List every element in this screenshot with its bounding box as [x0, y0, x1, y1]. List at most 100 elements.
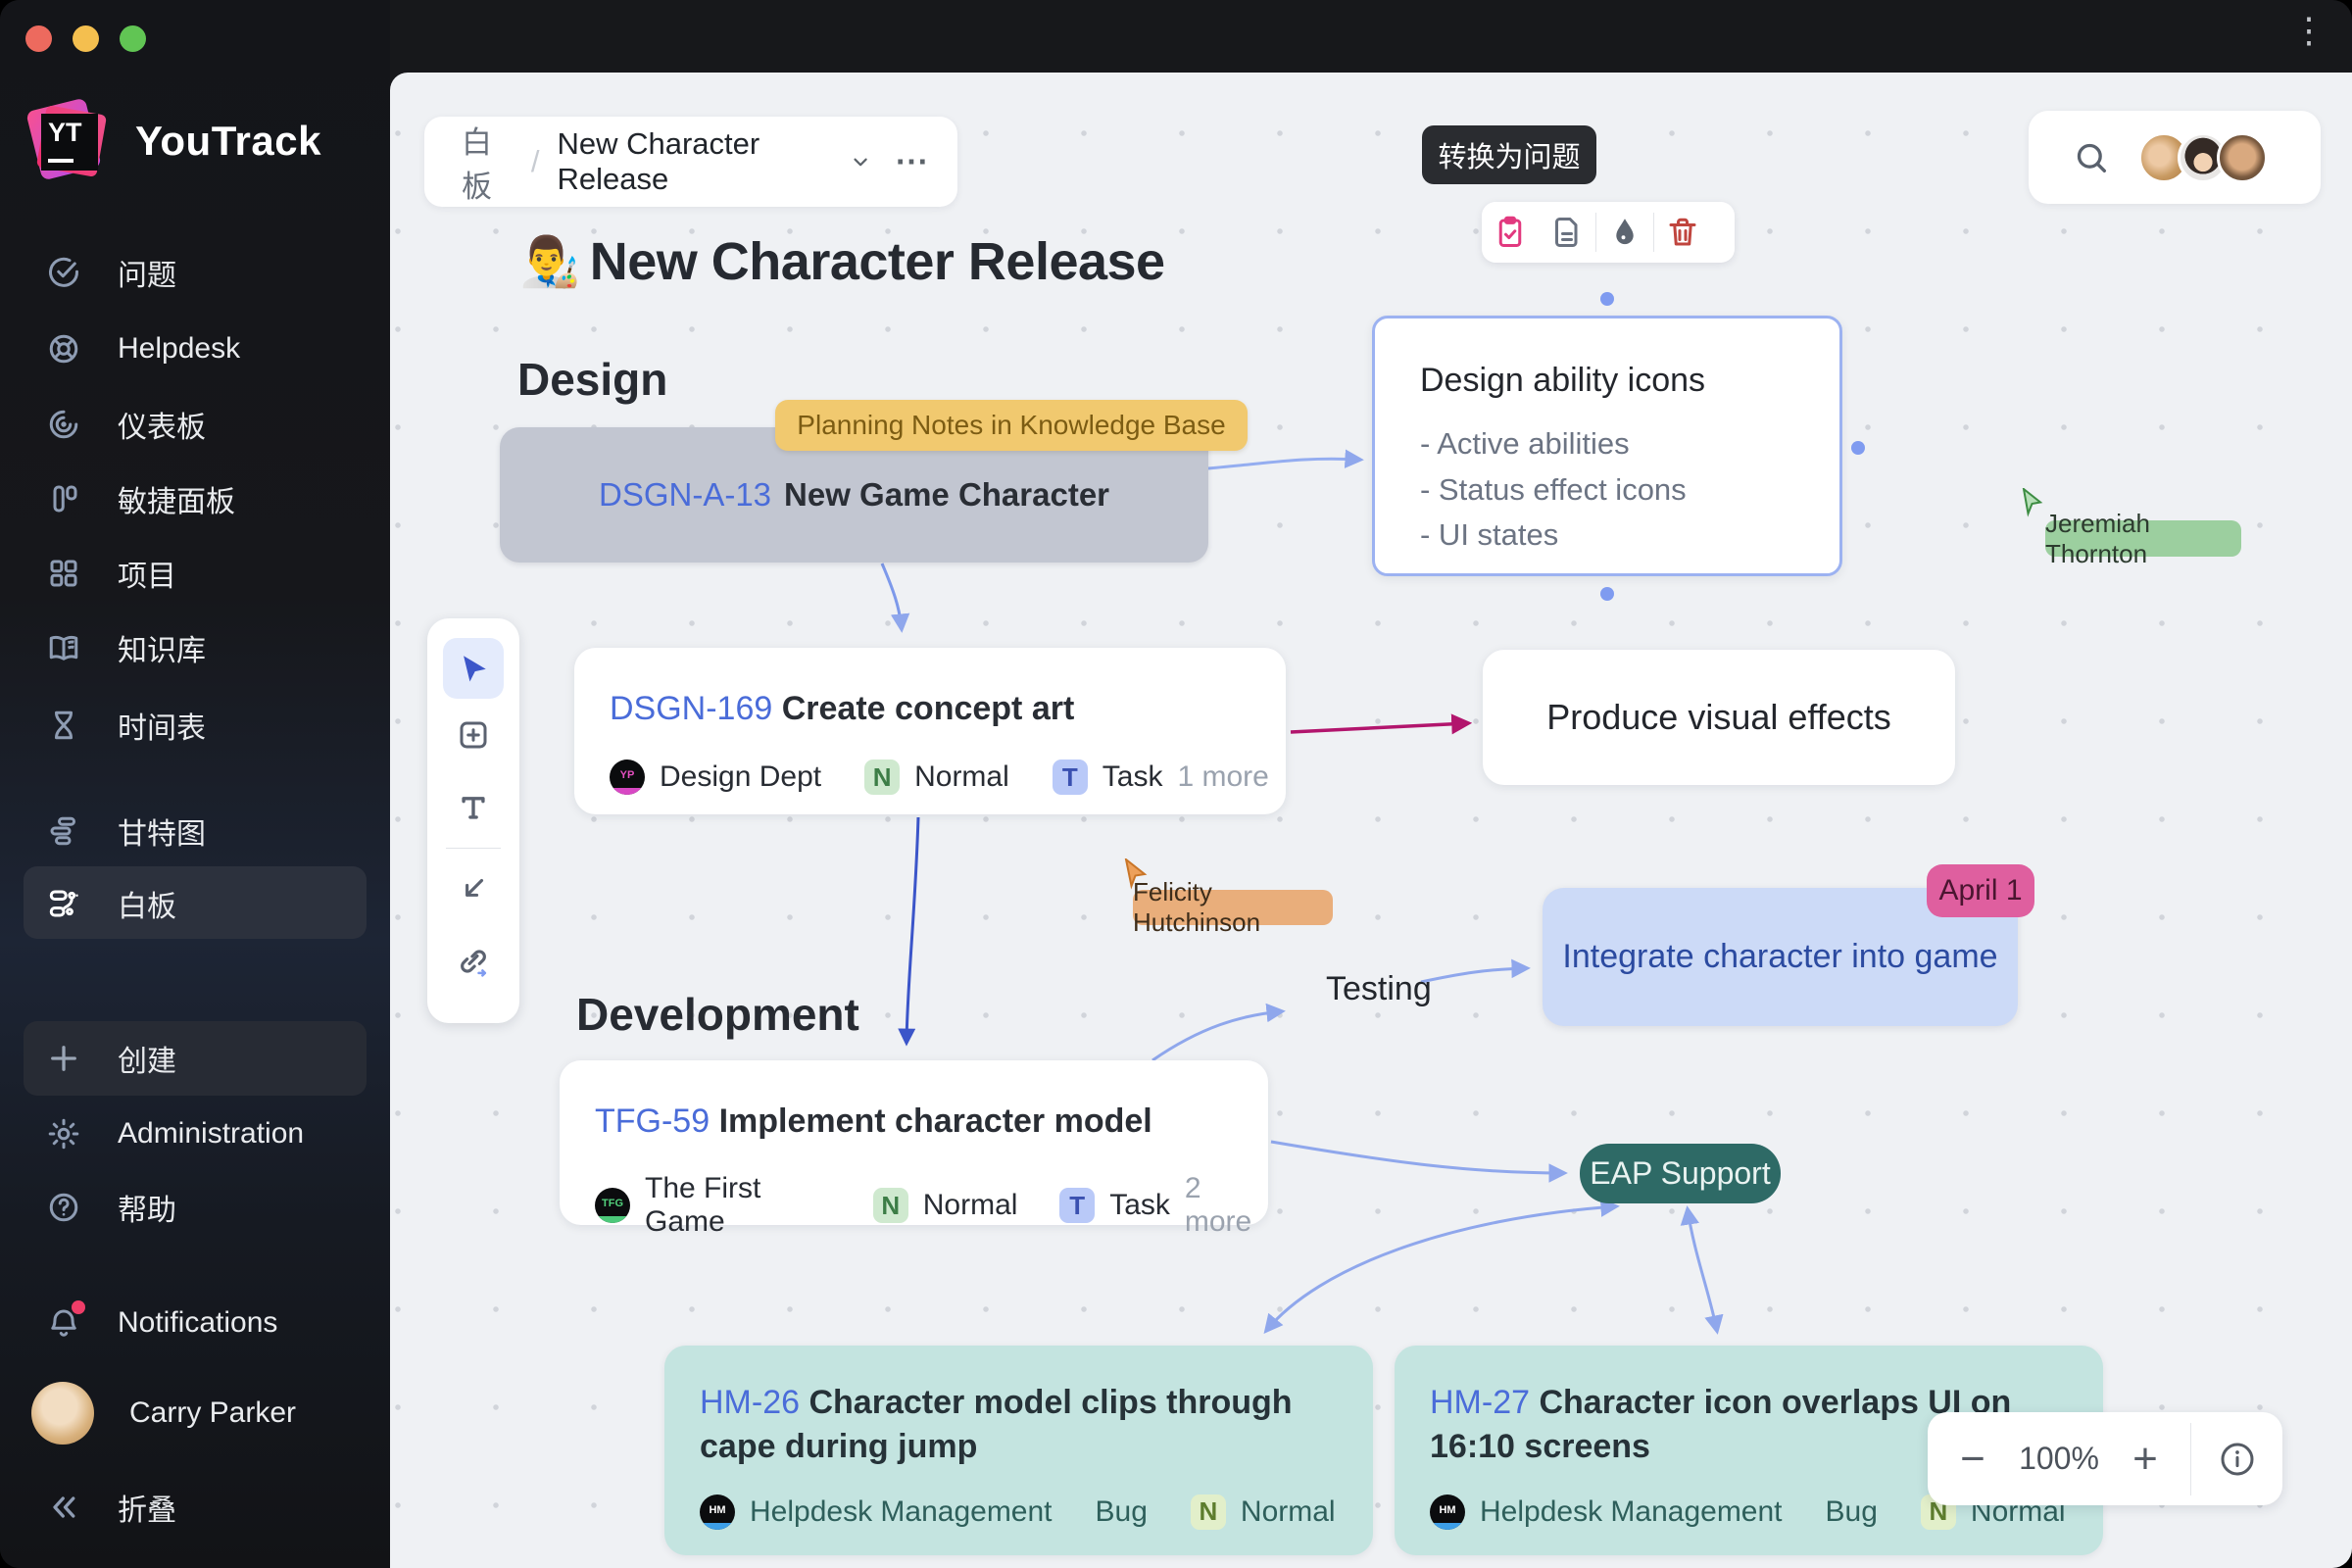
- connector-epic-to-note: [1207, 449, 1364, 470]
- link-tool-button[interactable]: [427, 925, 519, 998]
- note-line: - UI states: [1420, 517, 1559, 552]
- info-icon: [2221, 1443, 2253, 1475]
- sidebar-item-label: 知识库: [118, 635, 206, 667]
- project-avatar: TFG: [595, 1188, 630, 1224]
- sidebar-item-label: 仪表板: [118, 412, 206, 444]
- issue-card-tfg-59[interactable]: TFG-59 Implement character model TFG The…: [560, 1060, 1268, 1238]
- convert-to-issue-button[interactable]: [1482, 215, 1539, 250]
- priority-badge: N: [1190, 1494, 1226, 1530]
- sidebar-item-label: 折叠: [118, 1494, 176, 1527]
- project-avatar: HM: [1430, 1494, 1465, 1530]
- date-badge-april-1[interactable]: April 1: [1927, 864, 2034, 917]
- issue-card-meta: HM Helpdesk Management Bug N Normal: [664, 1494, 1373, 1530]
- breadcrumb-separator: /: [530, 144, 540, 178]
- breadcrumb-root[interactable]: 白板: [462, 125, 492, 204]
- color-button[interactable]: [1596, 215, 1653, 250]
- section-heading-development: Development: [576, 989, 859, 1040]
- user-name: Carry Parker: [129, 1396, 297, 1429]
- lifebuoy-icon: [45, 330, 82, 368]
- sidebar-item-dashboards[interactable]: 仪表板: [0, 386, 390, 463]
- issue-id-link[interactable]: HM-26: [700, 1384, 801, 1421]
- sidebar-item-label: 问题: [118, 260, 176, 292]
- online-members: [2138, 131, 2268, 183]
- issue-card-title: HM-27 Character icon overlaps UI on 16:1…: [1395, 1346, 2103, 1469]
- info-button[interactable]: [2191, 1440, 2282, 1479]
- project-name: Helpdesk Management: [1480, 1494, 1783, 1528]
- sidebar-item-timesheets[interactable]: 时间表: [0, 687, 390, 763]
- issue-id-link[interactable]: DSGN-A-13: [598, 476, 772, 513]
- sidebar-item-projects[interactable]: 项目: [0, 535, 390, 612]
- connector-dsgn169-to-tfg59: [898, 816, 920, 1047]
- delete-button[interactable]: [1654, 215, 1711, 250]
- toolbar-divider: [1595, 213, 1596, 252]
- issue-card-dsgn-169[interactable]: DSGN-169 Create concept art YP Design De…: [574, 648, 1286, 814]
- issue-card-meta: TFG The First Game N Normal T Task 2 mor…: [560, 1172, 1268, 1239]
- breadcrumb: 白板 / New Character Release ⋯: [424, 117, 957, 207]
- sidebar-create-button[interactable]: 创建: [0, 1020, 390, 1097]
- chevron-down-icon[interactable]: [850, 149, 871, 174]
- issue-id-link[interactable]: HM-27: [1430, 1384, 1531, 1421]
- gantt-icon: [45, 812, 82, 850]
- sticky-note-planning[interactable]: Planning Notes in Knowledge Base: [775, 400, 1248, 451]
- issue-summary: New Game Character: [784, 476, 1110, 513]
- zoom-out-button[interactable]: −: [1960, 1434, 1985, 1483]
- search-icon[interactable]: [2072, 138, 2111, 177]
- browser-menu-button[interactable]: ⋮: [2291, 10, 2327, 50]
- insert-tool-button[interactable]: [427, 853, 519, 925]
- sidebar-item-gantt-charts[interactable]: 甘特图: [0, 793, 390, 869]
- toolbar-divider: [1653, 213, 1654, 252]
- issue-card-hm-26[interactable]: HM-26 Character model clips through cape…: [664, 1346, 1373, 1555]
- connector-testing-to-integrate: [1420, 958, 1531, 984]
- zoom-divider: [2190, 1422, 2191, 1495]
- sidebar-item-knowledge-base[interactable]: 知识库: [0, 610, 390, 686]
- notification-dot: [72, 1300, 85, 1314]
- sidebar-item-administration[interactable]: Administration: [0, 1096, 390, 1172]
- sidebar: YT YouTrack 问题 Helpdesk 仪表板: [0, 0, 390, 1568]
- type-label: Task: [1102, 760, 1163, 794]
- text-note-design-ability-icons[interactable]: Design ability icons - Active abilities …: [1372, 316, 1842, 576]
- zoom-controls: − 100% +: [1928, 1412, 2282, 1505]
- whiteboard-icon: [45, 885, 82, 922]
- whiteboard-canvas[interactable]: [390, 73, 2352, 1568]
- minimize-window-button[interactable]: [73, 25, 99, 52]
- text-tool-button[interactable]: [427, 771, 519, 844]
- sidebar-item-helpdesk[interactable]: Helpdesk: [0, 311, 390, 387]
- type-badge: T: [1052, 760, 1088, 796]
- select-tool-button[interactable]: [443, 638, 504, 699]
- avatar[interactable]: [2217, 131, 2268, 183]
- book-icon: [45, 629, 82, 666]
- shape-eap-support[interactable]: EAP Support: [1580, 1144, 1781, 1203]
- issue-card-title: TFG-59 Implement character model: [560, 1060, 1268, 1143]
- avatar[interactable]: [2138, 131, 2189, 183]
- more-fields-link[interactable]: 2 more: [1184, 1172, 1252, 1239]
- grid-icon: [45, 555, 82, 592]
- issue-id-link[interactable]: DSGN-169: [610, 690, 773, 727]
- sidebar-item-agile-boards[interactable]: 敏捷面板: [0, 461, 390, 537]
- sidebar-collapse-button[interactable]: 折叠: [0, 1469, 390, 1545]
- type-label: Task: [1109, 1189, 1170, 1222]
- close-window-button[interactable]: [25, 25, 52, 52]
- sidebar-item-label: 敏捷面板: [118, 486, 235, 518]
- maximize-window-button[interactable]: [120, 25, 146, 52]
- copy-as-note-button[interactable]: [1539, 215, 1595, 250]
- shape-produce-visual-effects[interactable]: Produce visual effects: [1483, 650, 1955, 785]
- sidebar-item-label: 帮助: [118, 1195, 176, 1227]
- more-fields-link[interactable]: 1 more: [1177, 760, 1269, 794]
- add-shape-tool-button[interactable]: [427, 699, 519, 771]
- flow-label-testing[interactable]: Testing: [1326, 970, 1432, 1007]
- sidebar-user-profile[interactable]: Carry Parker: [0, 1375, 390, 1451]
- issue-id-link[interactable]: TFG-59: [595, 1102, 710, 1140]
- sidebar-selected-bg: [24, 866, 367, 939]
- connector-dsgn169-to-produce: [1290, 713, 1473, 735]
- sidebar-item-notifications[interactable]: Notifications: [0, 1285, 390, 1361]
- app-logo[interactable]: YT YouTrack: [25, 97, 321, 181]
- sidebar-item-whiteboards[interactable]: 白板: [0, 865, 390, 942]
- sidebar-item-help[interactable]: 帮助: [0, 1169, 390, 1246]
- issue-card-title: DSGN-169 Create concept art: [574, 648, 1286, 730]
- sidebar-item-issues[interactable]: 问题: [0, 234, 390, 311]
- breadcrumb-current[interactable]: New Character Release: [557, 126, 760, 196]
- board-menu-button[interactable]: ⋯: [895, 143, 930, 180]
- issue-card-meta: HM Helpdesk Management Bug N Normal: [1395, 1494, 2103, 1530]
- zoom-in-button[interactable]: +: [2132, 1434, 2158, 1483]
- collaborator-cursor-orange: [1124, 858, 1148, 890]
